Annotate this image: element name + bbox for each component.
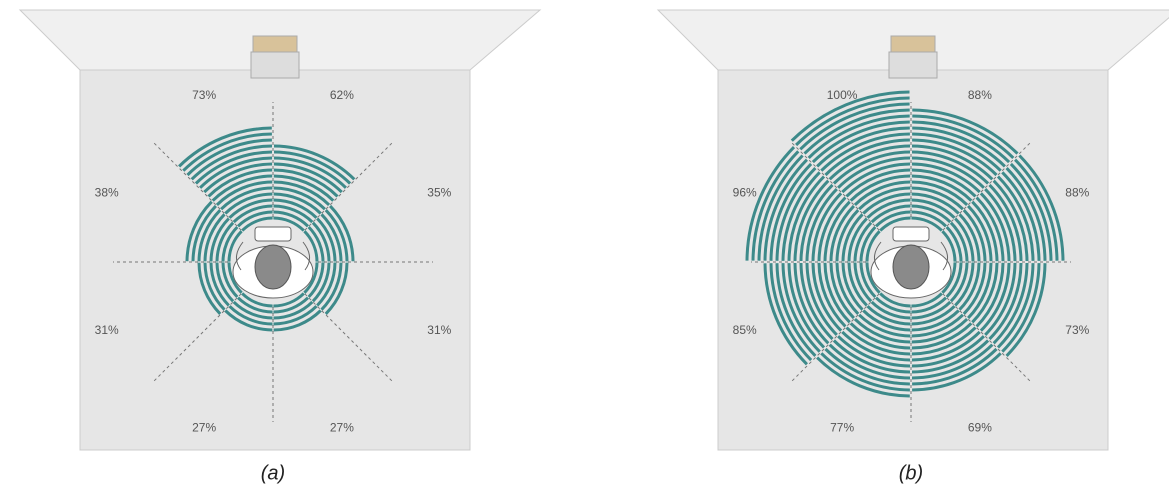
sector-divider — [942, 293, 1032, 383]
sector-divider — [790, 293, 880, 383]
sector-label: 69% — [968, 420, 992, 434]
sector-label: 27% — [192, 420, 216, 434]
sector-divider — [304, 141, 394, 231]
caption: (a) — [261, 462, 285, 484]
panel: 62% 35% 31% 27% 27% 31% 38% 73% (a) — [19, 9, 541, 484]
sector-divider — [152, 293, 242, 383]
room-drawing — [19, 9, 541, 451]
sector-arcs — [941, 262, 1047, 357]
sector-arcs — [273, 144, 356, 232]
sector-arcs — [816, 292, 911, 398]
sector-arcs — [273, 292, 322, 332]
sector-divider — [942, 141, 1032, 231]
sector-divider — [304, 293, 394, 383]
sector-label: 35% — [427, 185, 451, 199]
sector-label: 88% — [1065, 185, 1089, 199]
sector-arcs — [185, 200, 243, 262]
sector-arcs — [197, 262, 243, 315]
sector-divider — [790, 141, 880, 231]
sector-label: 77% — [830, 420, 854, 434]
caption: (b) — [899, 462, 923, 484]
sector-label: 100% — [827, 88, 858, 102]
sector-arcs — [303, 204, 355, 262]
sector-label: 31% — [95, 323, 119, 337]
sector-label: 88% — [968, 88, 992, 102]
sector-arcs — [941, 154, 1065, 262]
sector-arcs — [178, 126, 273, 232]
sector-label: 73% — [1065, 323, 1089, 337]
sector-label: 85% — [733, 323, 757, 337]
sector-label: 73% — [192, 88, 216, 102]
panel: 88% 88% 73% 69% 77% 85% 96% 100% (b) — [657, 9, 1169, 484]
sector-label: 96% — [733, 185, 757, 199]
sector-arcs — [790, 90, 911, 232]
sector-divider — [152, 141, 242, 231]
sector-arcs — [303, 262, 349, 315]
sector-arcs — [763, 262, 881, 366]
sector-label: 62% — [330, 88, 354, 102]
sector-label: 27% — [330, 420, 354, 434]
sector-label: 38% — [95, 185, 119, 199]
sector-arcs — [911, 292, 1002, 392]
sector-arcs — [224, 292, 273, 332]
sector-arcs — [911, 108, 1019, 232]
sector-label: 31% — [427, 323, 451, 337]
sector-arcs — [745, 146, 881, 262]
